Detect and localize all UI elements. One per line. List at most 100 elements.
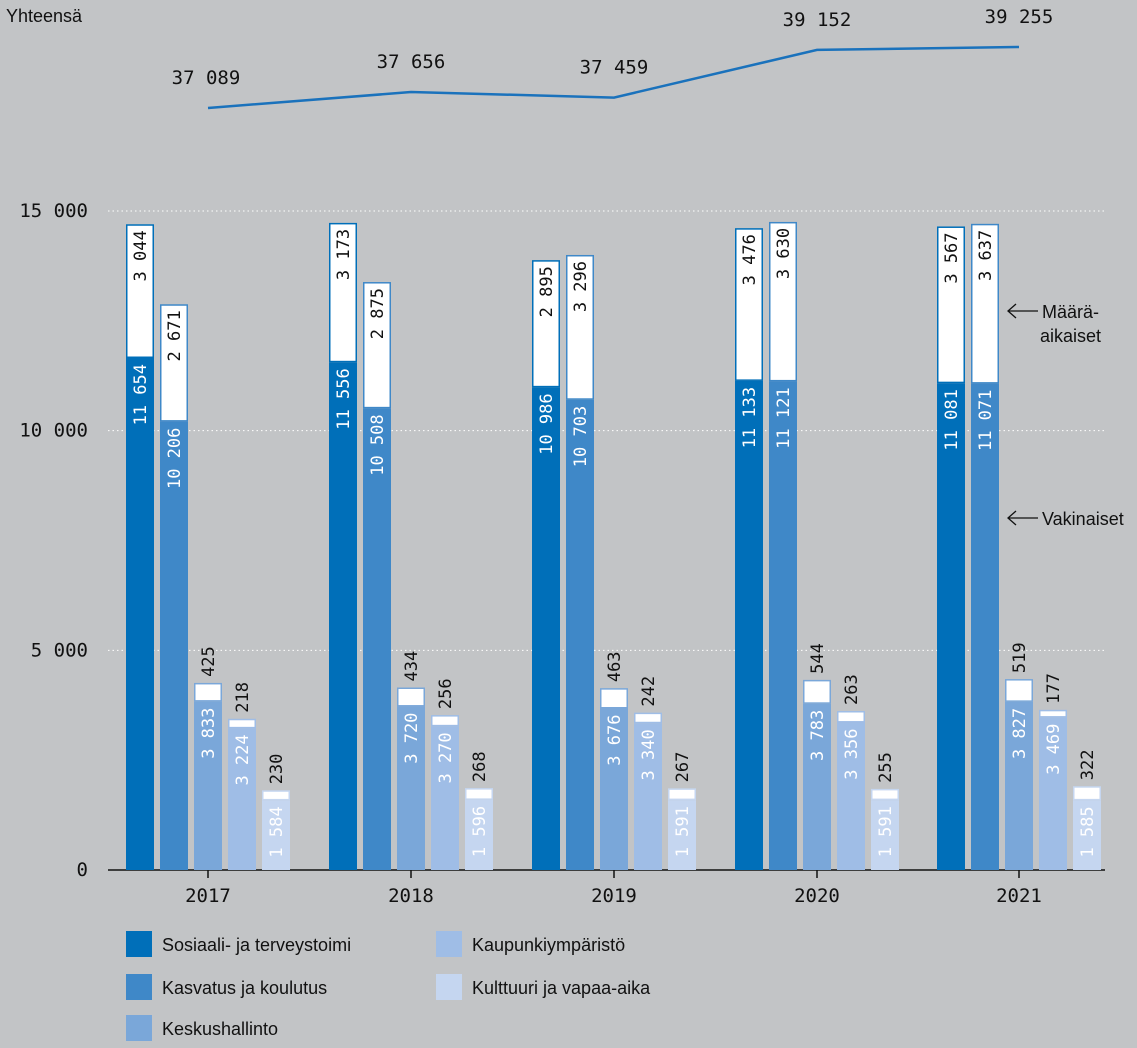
legend-label: Kasvatus ja koulutus [162, 978, 327, 998]
x-tick-label: 2020 [794, 885, 840, 907]
value-label-temporary: 322 [1078, 750, 1098, 781]
value-label-temporary: 3 476 [740, 234, 760, 285]
bar-permanent [431, 726, 459, 870]
bar-permanent [971, 383, 999, 870]
bar-temporary [735, 228, 763, 381]
legend-label: Kulttuuri ja vapaa-aika [472, 978, 651, 998]
value-label-permanent: 3 783 [808, 710, 828, 761]
value-label-temporary: 463 [605, 651, 625, 682]
total-value-label: 37 089 [172, 67, 241, 89]
total-line [207, 45, 1020, 110]
value-label-permanent: 3 676 [605, 715, 625, 766]
value-label-permanent: 11 654 [131, 364, 151, 425]
value-label-permanent: 3 356 [842, 729, 862, 780]
total-value-label: 39 152 [783, 9, 852, 31]
value-label-temporary: 2 875 [368, 288, 388, 339]
annotation-permanent: Vakinaiset [1042, 509, 1124, 529]
bar-permanent [600, 708, 628, 870]
value-label-temporary: 268 [470, 751, 490, 782]
bar-temporary [803, 679, 831, 704]
x-tick-label: 2017 [185, 885, 231, 907]
legend-label: Keskushallinto [162, 1019, 278, 1039]
permanent-arrow [1007, 510, 1038, 526]
value-label-temporary: 255 [876, 752, 896, 783]
value-label-permanent: 1 591 [876, 806, 896, 857]
bar-permanent [228, 728, 256, 870]
value-label-permanent: 1 591 [673, 806, 693, 857]
value-label-temporary: 3 173 [334, 229, 354, 280]
value-label-temporary: 3 044 [131, 230, 151, 281]
bar-permanent [532, 387, 560, 870]
value-label-permanent: 11 133 [740, 387, 760, 448]
value-label-permanent: 3 224 [233, 734, 253, 785]
x-tick-label: 2018 [388, 885, 434, 907]
bar-temporary [532, 260, 560, 388]
bar-temporary [363, 282, 391, 409]
value-label-temporary: 242 [639, 676, 659, 707]
annotation-temporary: aikaiset [1040, 326, 1101, 346]
value-label-temporary: 2 671 [165, 310, 185, 361]
bar-temporary [1073, 786, 1101, 801]
value-label-temporary: 544 [808, 643, 828, 674]
total-value-label: 37 459 [580, 57, 649, 79]
value-label-permanent: 10 206 [165, 428, 185, 489]
bar-temporary [971, 223, 999, 384]
total-value-label: 39 255 [985, 6, 1054, 28]
arrow-head [1007, 510, 1017, 526]
legend-swatch [126, 974, 152, 1000]
bar-permanent [668, 800, 696, 870]
bar-permanent [1073, 800, 1101, 870]
y-tick-label: 10 000 [19, 420, 88, 442]
bar-temporary [262, 790, 290, 801]
value-label-temporary: 3 630 [774, 228, 794, 279]
legend-swatch [436, 974, 462, 1000]
bar-temporary [1005, 679, 1033, 702]
bar-temporary [431, 715, 459, 727]
value-label-permanent: 3 469 [1044, 724, 1064, 775]
legend-swatch [126, 1015, 152, 1041]
bar-permanent [871, 800, 899, 870]
bar-temporary [566, 254, 594, 400]
bar-permanent [194, 701, 222, 870]
bar-temporary [937, 226, 965, 384]
bar-permanent [1039, 717, 1067, 870]
annotation-temporary: Määrä- [1042, 302, 1099, 322]
x-tick-label: 2021 [996, 885, 1042, 907]
bar-temporary [160, 304, 188, 422]
bar-permanent [329, 362, 357, 870]
value-label-permanent: 10 703 [571, 406, 591, 467]
bar-permanent [126, 358, 154, 870]
bar-permanent [397, 706, 425, 870]
x-tick-label: 2019 [591, 885, 637, 907]
y-tick-label: 15 000 [19, 200, 88, 222]
value-label-temporary: 3 637 [976, 230, 996, 281]
bar-permanent [465, 799, 493, 870]
value-label-temporary: 434 [402, 651, 422, 682]
value-label-permanent: 10 508 [368, 414, 388, 475]
value-label-permanent: 11 556 [334, 368, 354, 429]
value-label-permanent: 3 340 [639, 729, 659, 780]
bar-temporary [600, 688, 628, 709]
value-label-temporary: 256 [436, 678, 456, 709]
total-label: Yhteensä [6, 6, 83, 26]
value-label-permanent: 1 596 [470, 806, 490, 857]
value-label-permanent: 10 986 [537, 393, 557, 454]
value-label-permanent: 1 585 [1078, 806, 1098, 857]
value-label-temporary: 218 [233, 682, 253, 713]
value-label-permanent: 11 081 [942, 389, 962, 450]
bar-permanent [937, 383, 965, 870]
value-label-permanent: 3 270 [436, 732, 456, 783]
bar-temporary [228, 718, 256, 729]
value-label-permanent: 11 071 [976, 390, 996, 451]
value-label-temporary: 519 [1010, 642, 1030, 673]
bar-permanent [735, 380, 763, 870]
temporary-arrow [1007, 303, 1038, 319]
bar-permanent [837, 722, 865, 870]
bar-temporary [871, 788, 899, 801]
value-label-temporary: 425 [199, 646, 219, 677]
value-label-temporary: 267 [673, 752, 693, 783]
total-value-label: 37 656 [377, 51, 446, 73]
bar-permanent [769, 381, 797, 870]
bar-temporary [194, 682, 222, 702]
